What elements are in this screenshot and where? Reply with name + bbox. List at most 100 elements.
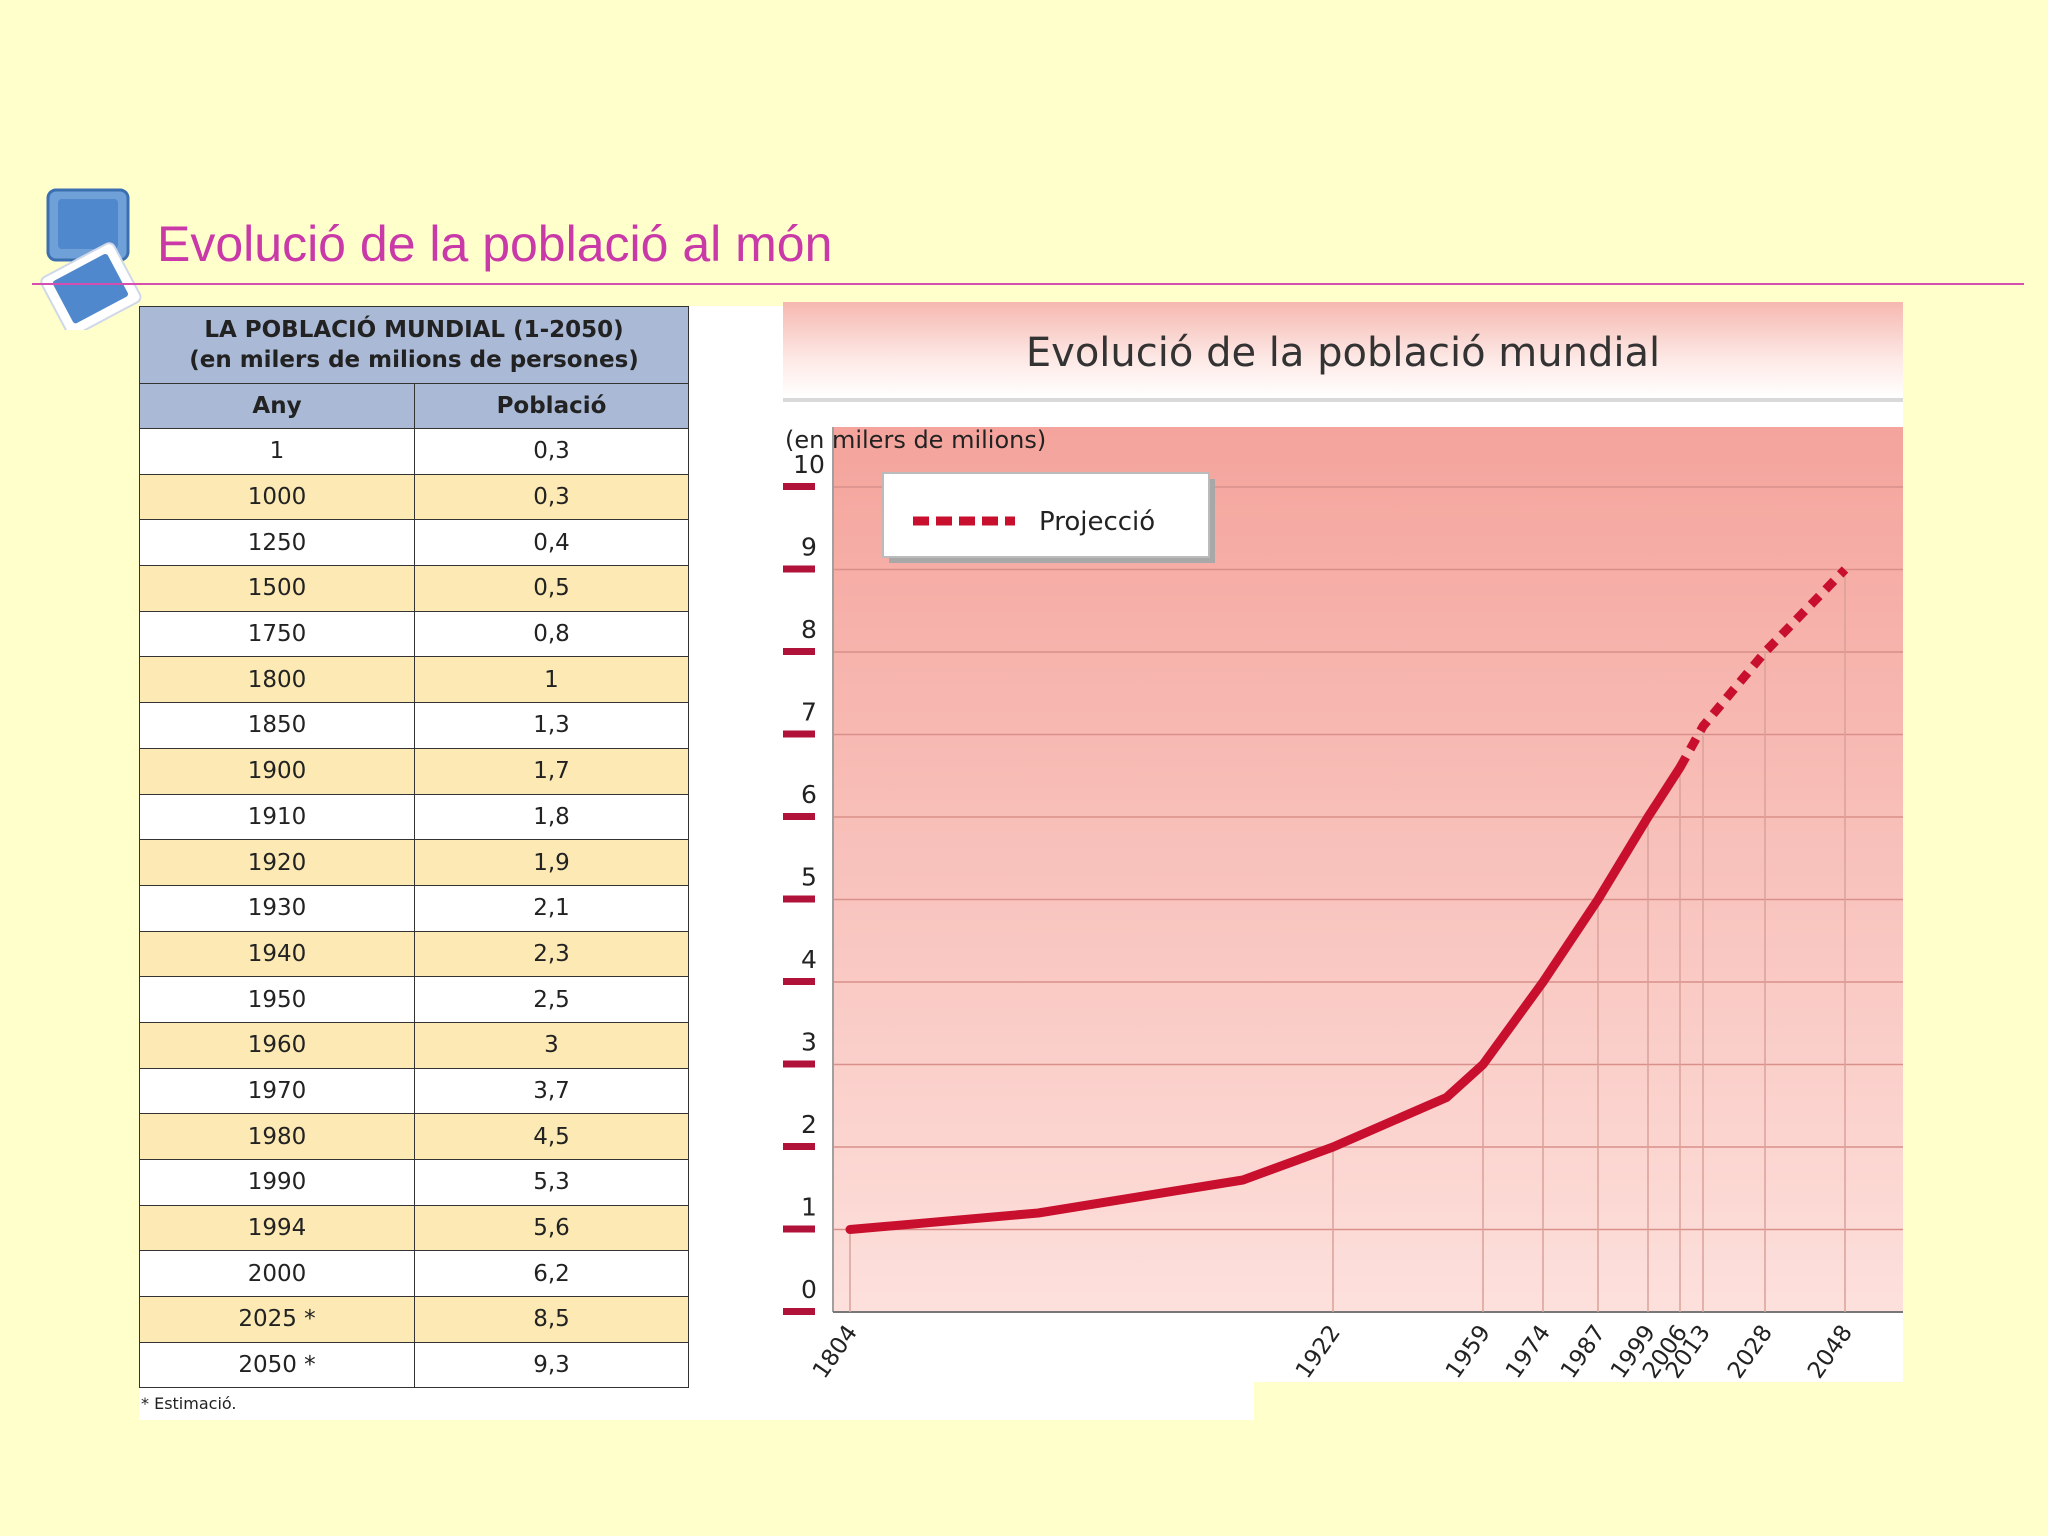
- population-cell: 9,3: [414, 1341, 689, 1389]
- population-cell: 1,8: [414, 793, 689, 841]
- y-tick-label: 8: [801, 615, 817, 644]
- table-row: 1900 1,7: [139, 747, 689, 795]
- y-tick-mark: [783, 1060, 815, 1068]
- chart-title-band: [783, 302, 1903, 398]
- year-cell: 1500: [139, 565, 415, 612]
- population-cell: 1: [414, 656, 689, 704]
- column-header-population: Població: [414, 383, 689, 429]
- population-cell: 5,6: [414, 1204, 689, 1252]
- y-tick-mark: [783, 813, 815, 820]
- y-tick-label: 4: [801, 945, 817, 974]
- y-tick-label: 1: [801, 1193, 817, 1222]
- y-tick-label: 9: [801, 533, 817, 562]
- table-row: 1980 4,5: [139, 1113, 689, 1160]
- year-cell: 2025 *: [139, 1296, 415, 1343]
- population-cell: 3: [414, 1021, 689, 1069]
- year-cell: 1000: [139, 473, 415, 521]
- y-tick-label: 0: [801, 1275, 817, 1304]
- y-tick-mark: [783, 978, 815, 985]
- table-row: 1930 2,1: [139, 884, 689, 932]
- y-tick-mark: [783, 1225, 815, 1233]
- table-footnote: * Estimació.: [141, 1394, 237, 1413]
- year-cell: 1750: [139, 610, 415, 658]
- slide-logo-icon: [40, 188, 142, 330]
- y-tick-label: 6: [801, 780, 817, 809]
- year-cell: 1: [139, 428, 415, 475]
- population-cell: 0,8: [414, 610, 689, 658]
- y-tick-mark: [783, 648, 815, 655]
- population-cell: 8,5: [414, 1296, 689, 1343]
- y-tick-mark: [783, 1143, 815, 1150]
- population-cell: 0,4: [414, 519, 689, 567]
- table-row: 2025 * 8,5: [139, 1296, 689, 1343]
- table-row: 1750 0,8: [139, 610, 689, 658]
- population-cell: 0,5: [414, 565, 689, 612]
- table-caption: LA POBLACIÓ MUNDIAL (1-2050) (en milers …: [139, 306, 689, 384]
- chart-year-markers: [849, 569, 1846, 1312]
- year-cell: 2050 *: [139, 1341, 415, 1389]
- chart-legend: Projecció: [882, 472, 1215, 563]
- table-row: 1960 3: [139, 1021, 689, 1069]
- y-tick-label: 2: [801, 1110, 817, 1139]
- table-row: 2050 * 9,3: [139, 1341, 689, 1389]
- table-row: 1910 1,8: [139, 793, 689, 841]
- population-cell: 0,3: [414, 473, 689, 521]
- table-row: 1994 5,6: [139, 1204, 689, 1252]
- table-row: 1800 1: [139, 656, 689, 704]
- year-cell: 1994: [139, 1204, 415, 1252]
- y-tick-mark: [783, 1308, 815, 1315]
- year-cell: 1800: [139, 656, 415, 704]
- table-row: 1500 0,5: [139, 565, 689, 612]
- table-row: 2000 6,2: [139, 1250, 689, 1298]
- population-table: LA POBLACIÓ MUNDIAL (1-2050) (en milers …: [139, 306, 689, 1389]
- y-tick-mark: [783, 565, 815, 573]
- year-cell: 1900: [139, 747, 415, 795]
- year-cell: 1920: [139, 839, 415, 886]
- population-cell: 4,5: [414, 1113, 689, 1160]
- year-cell: 1950: [139, 976, 415, 1023]
- plot-area: [833, 427, 1903, 1312]
- population-cell: 6,2: [414, 1250, 689, 1298]
- year-cell: 1250: [139, 519, 415, 567]
- population-line: [845, 763, 1685, 1234]
- projection-line: [1676, 566, 1849, 770]
- y-tick-label: 7: [801, 698, 817, 727]
- chart-title-rule: [783, 398, 1903, 402]
- population-cell: 2,3: [414, 930, 689, 978]
- table-row: 1 0,3: [139, 428, 689, 475]
- table-row: 1000 0,3: [139, 473, 689, 521]
- table-row: 1850 1,3: [139, 702, 689, 749]
- y-tick-mark: [783, 730, 815, 738]
- chart-grid: [832, 427, 1903, 1313]
- population-cell: 1,3: [414, 702, 689, 749]
- table-row: 1940 2,3: [139, 930, 689, 978]
- year-cell: 2000: [139, 1250, 415, 1298]
- table-row: 1990 5,3: [139, 1159, 689, 1206]
- year-cell: 1910: [139, 793, 415, 841]
- population-cell: 2,1: [414, 884, 689, 932]
- population-cell: 0,3: [414, 428, 689, 475]
- population-cell: 3,7: [414, 1067, 689, 1115]
- y-tick-mark: [783, 483, 815, 490]
- page-title: Evolució de la població al món: [157, 216, 833, 272]
- population-cell: 2,5: [414, 976, 689, 1023]
- y-axis-ticks: 0 1 2 3 4 5 6 7 8 9 10: [783, 450, 825, 1315]
- table-row: 1970 3,7: [139, 1067, 689, 1115]
- column-header-year: Any: [139, 383, 415, 429]
- table-row: 1920 1,9: [139, 839, 689, 886]
- population-line-chart: Evolució de la població mundial (en mile…: [783, 302, 1903, 1382]
- legend-label: Projecció: [1039, 507, 1155, 537]
- table-row: 1950 2,5: [139, 976, 689, 1023]
- year-cell: 1940: [139, 930, 415, 978]
- y-tick-label: 10: [793, 450, 825, 479]
- population-cell: 1,9: [414, 839, 689, 886]
- year-cell: 1970: [139, 1067, 415, 1115]
- year-cell: 1930: [139, 884, 415, 932]
- chart-title: Evolució de la població mundial: [1026, 330, 1660, 376]
- year-cell: 1850: [139, 702, 415, 749]
- table-row: 1250 0,4: [139, 519, 689, 567]
- population-cell: 5,3: [414, 1159, 689, 1206]
- table-caption-title: LA POBLACIÓ MUNDIAL (1-2050): [204, 317, 624, 343]
- chart-series: [845, 566, 1849, 1234]
- year-cell: 1980: [139, 1113, 415, 1160]
